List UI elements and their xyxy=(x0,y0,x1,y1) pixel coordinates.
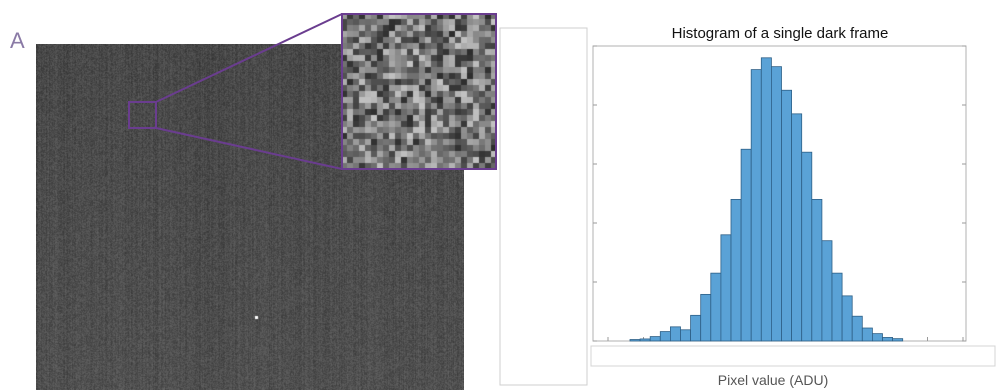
zoom-inset-canvas xyxy=(341,13,497,170)
x-axis-placeholder xyxy=(590,345,996,367)
zoom-inset xyxy=(341,13,497,170)
histogram-bar xyxy=(781,89,793,342)
panel-label-a: A xyxy=(10,28,25,53)
histogram-bar xyxy=(710,272,722,342)
histogram-bar xyxy=(851,315,863,342)
histogram-bar xyxy=(811,198,823,342)
chart-title: Histogram of a single dark frame xyxy=(672,25,889,42)
histogram-bar xyxy=(680,329,692,342)
histogram-bar xyxy=(872,333,883,342)
histogram-bar xyxy=(690,314,702,342)
histogram-bar xyxy=(629,339,641,342)
histogram-bars xyxy=(629,57,904,342)
histogram-bar xyxy=(720,234,732,342)
histogram-bar xyxy=(861,327,873,342)
histogram-bar xyxy=(760,57,772,342)
histogram-bar xyxy=(670,326,681,342)
histogram-bar xyxy=(841,295,853,342)
histogram-bar xyxy=(730,198,742,342)
histogram-bar xyxy=(639,338,651,342)
zoom-inset-border xyxy=(341,13,497,170)
histogram-bar xyxy=(700,293,712,342)
histogram-bar xyxy=(740,148,752,342)
histogram-bar xyxy=(821,240,833,342)
histogram-bar xyxy=(771,66,782,342)
histogram-bar xyxy=(801,151,813,342)
histogram-bar xyxy=(892,338,904,342)
histogram-bar xyxy=(649,336,661,342)
histogram-bar xyxy=(750,69,762,342)
histogram-bar xyxy=(831,272,843,342)
x-axis-label: Pixel value (ADU) xyxy=(718,372,828,388)
histogram-bar xyxy=(791,113,803,342)
y-ticks xyxy=(593,45,966,342)
histogram-bar xyxy=(882,337,894,342)
colorbar-placeholder xyxy=(499,27,588,386)
histogram-bar xyxy=(659,331,671,342)
